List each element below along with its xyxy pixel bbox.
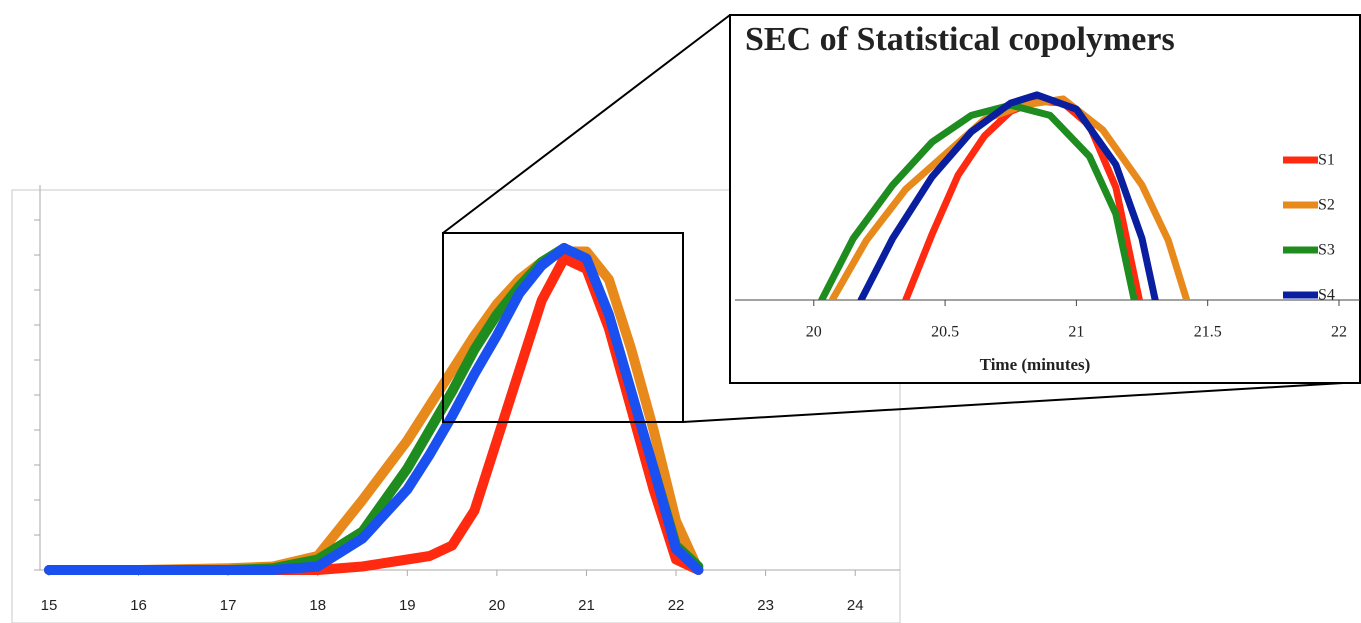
legend-label: S4 xyxy=(1318,287,1335,304)
x-tick-label: 16 xyxy=(130,597,147,614)
x-tick-label: 22 xyxy=(668,597,685,614)
inset-frame xyxy=(729,14,1361,384)
x-axis-label: Time (minutes) xyxy=(980,355,1091,374)
x-tick-label: 20 xyxy=(806,324,822,341)
series-line xyxy=(818,101,1138,300)
chart-title: SEC of Statistical copolymers xyxy=(745,21,1175,58)
x-tick-label: 22 xyxy=(1331,324,1347,341)
x-tick-label: 21 xyxy=(1068,324,1084,341)
x-tick-label: 24 xyxy=(847,597,864,614)
inset-chart: SEC of Statistical copolymers Time (minu… xyxy=(735,21,1360,374)
legend-label: S3 xyxy=(1318,242,1335,259)
x-tick-label: 15 xyxy=(41,597,58,614)
x-tick-label: 18 xyxy=(309,597,326,614)
zoom-line xyxy=(442,14,731,234)
series-line xyxy=(857,91,1159,300)
x-tick-label: 20 xyxy=(489,597,506,614)
main-chart: 15 16 17 18 19 20 21 22 23 24 xyxy=(34,185,900,614)
x-tick-label: 21 xyxy=(578,597,595,614)
x-tick-label: 23 xyxy=(757,597,774,614)
x-tick-label: 19 xyxy=(399,597,416,614)
legend-label: S2 xyxy=(1318,197,1335,214)
x-tick-label: 17 xyxy=(220,597,237,614)
zoom-line xyxy=(682,381,1361,423)
zoom-box xyxy=(442,232,684,423)
x-tick-label: 20.5 xyxy=(931,324,959,341)
legend-label: S1 xyxy=(1318,152,1335,169)
series-line xyxy=(44,243,704,575)
x-tick-label: 21.5 xyxy=(1194,324,1222,341)
